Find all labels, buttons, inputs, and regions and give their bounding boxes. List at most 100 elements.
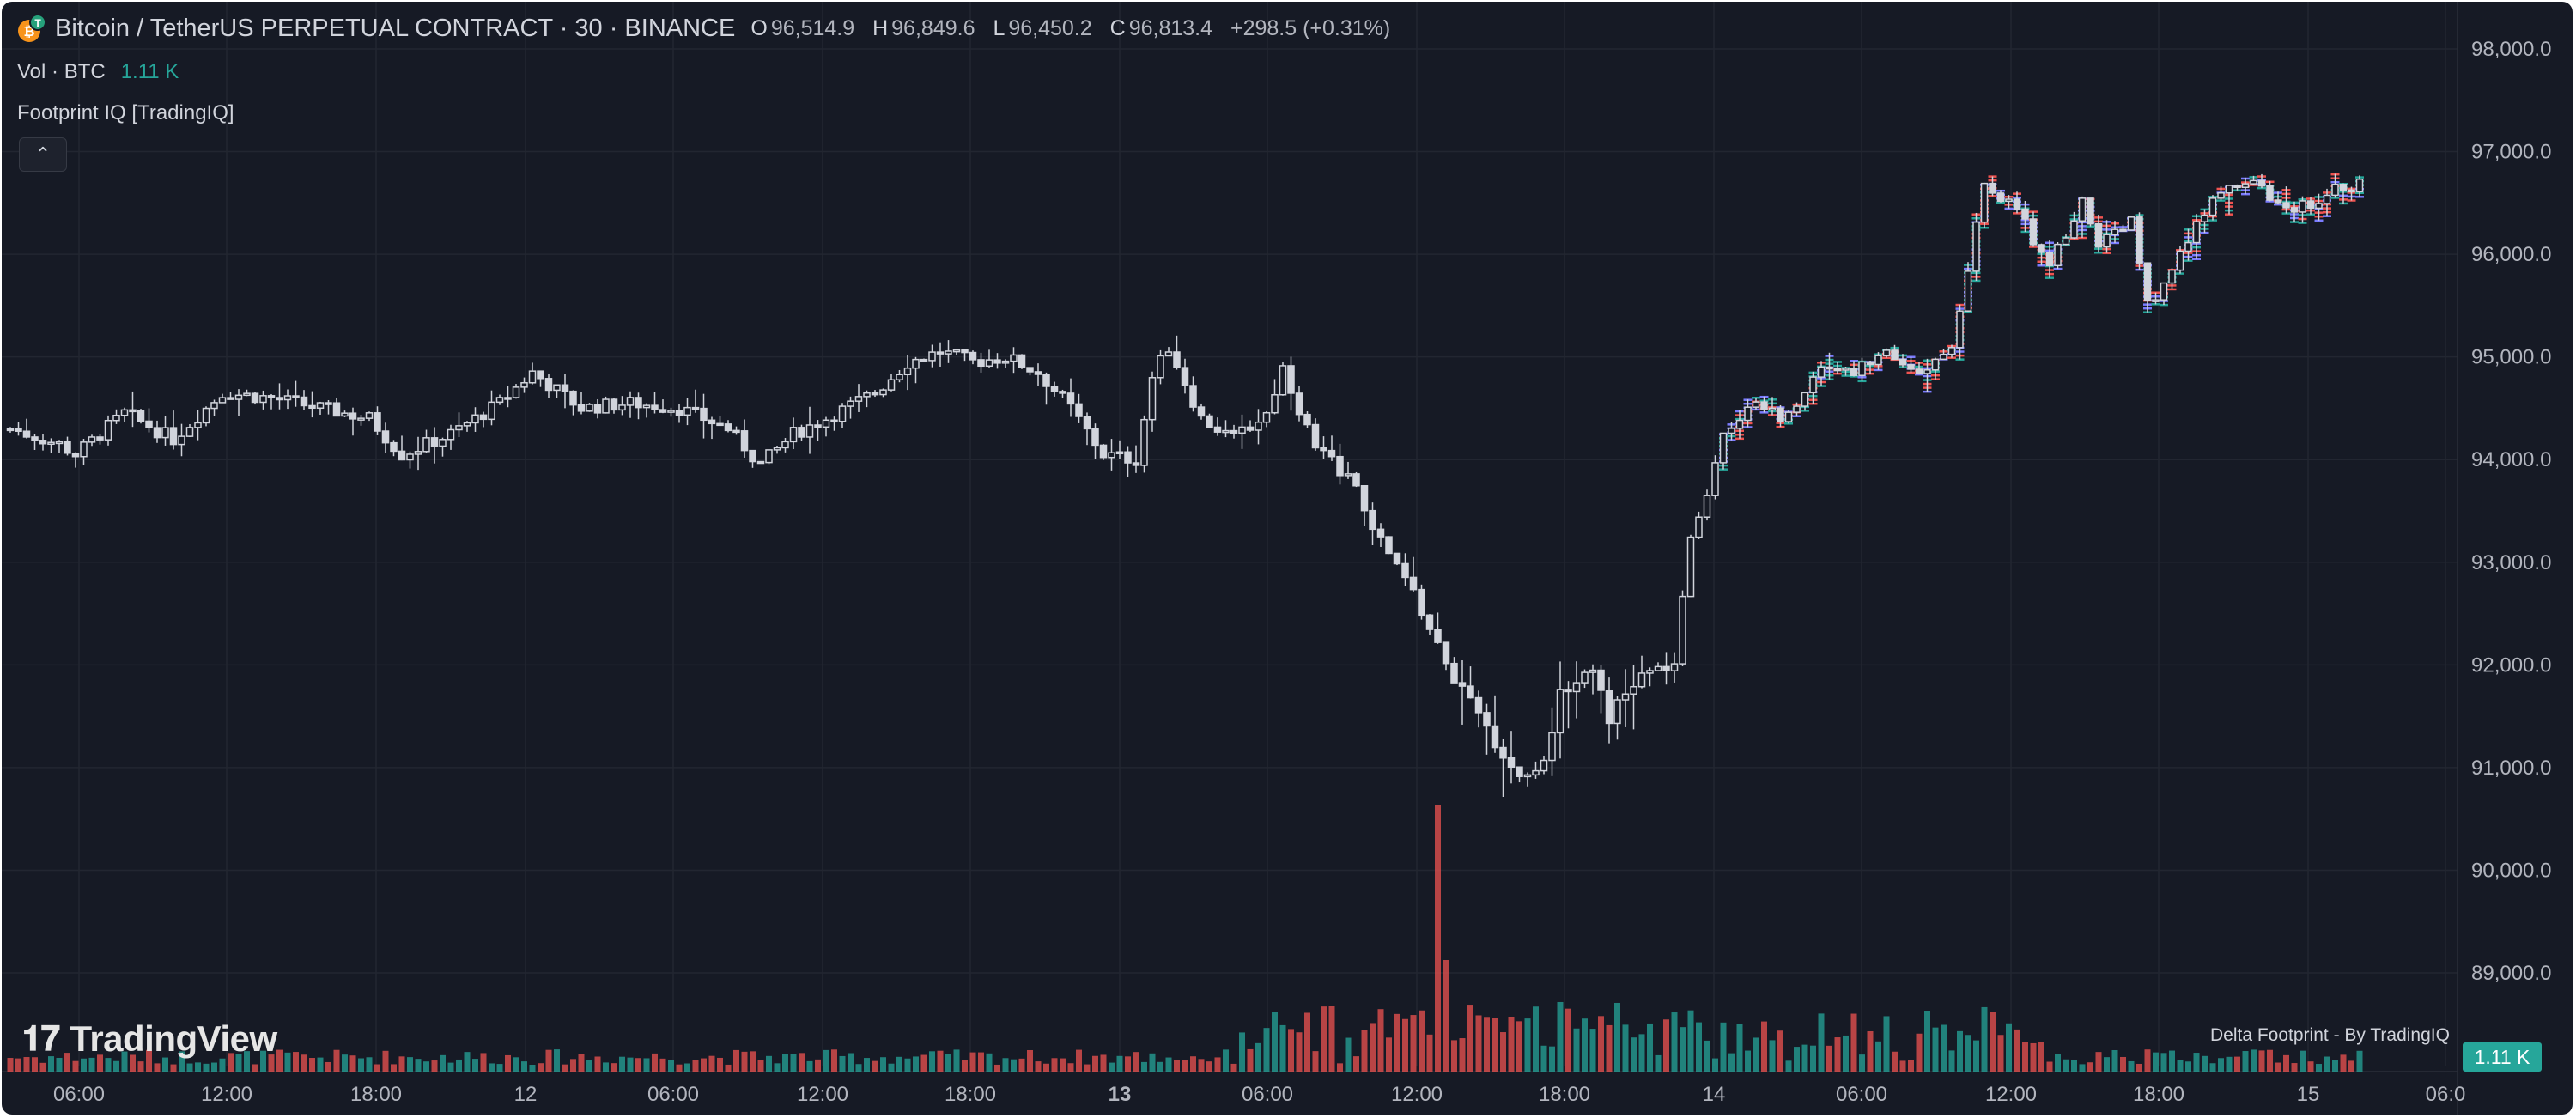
volume-bar bbox=[929, 1051, 935, 1072]
candle-body bbox=[1679, 595, 1686, 665]
candle-body bbox=[1164, 351, 1173, 357]
candle-body bbox=[430, 437, 439, 447]
volume-bar bbox=[750, 1051, 756, 1072]
volume-bar bbox=[799, 1053, 805, 1072]
candle-body bbox=[724, 423, 732, 432]
candle-body bbox=[749, 449, 756, 463]
candle-body bbox=[1891, 349, 1899, 361]
candle-body bbox=[716, 422, 724, 427]
candle-body bbox=[47, 441, 55, 445]
time-tick-label: 12:00 bbox=[1391, 1083, 1443, 1106]
candle-body bbox=[969, 351, 977, 361]
candle-body bbox=[1279, 365, 1287, 396]
volume-bar bbox=[195, 1062, 201, 1072]
volume-bar bbox=[2153, 1052, 2159, 1072]
volume-bar bbox=[684, 1063, 690, 1072]
volume-bar bbox=[1720, 1022, 1727, 1072]
candle-body bbox=[1181, 367, 1189, 386]
volume-bar bbox=[39, 1062, 46, 1072]
volume-bar bbox=[1769, 1040, 1776, 1072]
candle-body bbox=[1491, 725, 1499, 749]
candle-body bbox=[1777, 407, 1784, 422]
volume-bar bbox=[692, 1060, 699, 1072]
time-tick-label: 18:00 bbox=[2133, 1083, 2184, 1106]
candle-body bbox=[936, 351, 945, 355]
volume-bar bbox=[913, 1056, 919, 1072]
high-value: H 96,849.6 bbox=[872, 15, 975, 40]
volume-bar bbox=[154, 1063, 161, 1072]
candle-body bbox=[2315, 203, 2323, 210]
volume-bar bbox=[880, 1057, 886, 1072]
candle-body bbox=[406, 453, 414, 461]
volume-bar bbox=[1451, 1040, 1457, 1072]
price-axis[interactable]: 98,000.0 97,000.0 96,000.0 95,000.0 94,000.0… bbox=[2471, 38, 2551, 985]
volume-bar bbox=[1174, 1060, 1180, 1072]
tradingview-logo[interactable]: 𝟏𝟕 TradingView bbox=[22, 1018, 277, 1060]
candle-body bbox=[357, 417, 365, 421]
candle-body bbox=[642, 404, 651, 409]
volume-bar bbox=[252, 1064, 258, 1072]
candle-body bbox=[1360, 485, 1369, 512]
volume-bar bbox=[1272, 1012, 1278, 1072]
volume-bar bbox=[945, 1054, 951, 1072]
candle-body bbox=[1352, 473, 1360, 487]
volume-bar bbox=[15, 1058, 21, 1072]
candle-body bbox=[1327, 449, 1336, 458]
candle-body bbox=[1507, 757, 1516, 769]
indicator-legend[interactable]: Footprint IQ [TradingIQ] bbox=[17, 101, 234, 125]
candle-body bbox=[495, 397, 504, 404]
time-tick-label: 12:00 bbox=[797, 1083, 848, 1106]
volume-bar bbox=[1500, 1032, 1506, 1072]
candle-body bbox=[1010, 354, 1018, 362]
candle-body bbox=[2348, 189, 2355, 193]
volume-bar bbox=[130, 1054, 136, 1072]
volume-bar bbox=[1606, 1024, 1613, 1072]
candle-body bbox=[1376, 528, 1385, 538]
candle-body bbox=[1523, 774, 1532, 778]
volume-bar bbox=[1060, 1058, 1066, 1072]
volume-bar bbox=[978, 1052, 984, 1072]
volume-bar bbox=[219, 1058, 226, 1072]
candle-body bbox=[2241, 183, 2250, 188]
volume-bar bbox=[831, 1049, 837, 1072]
candle-body bbox=[504, 397, 512, 400]
candle-body bbox=[2217, 192, 2225, 199]
candle-body bbox=[1189, 385, 1197, 408]
volume-bar bbox=[407, 1057, 413, 1072]
time-axis[interactable]: 06:00 12:00 18:00 12 06:00 12:00 18:00 13 06:00 1… bbox=[53, 1083, 2465, 1106]
volume-bar bbox=[1573, 1028, 1580, 1072]
volume-legend[interactable]: Vol · BTC 1.11 K bbox=[17, 60, 179, 84]
candle-body bbox=[1882, 349, 1891, 356]
candle-body bbox=[1572, 682, 1581, 693]
candle-body bbox=[1083, 416, 1091, 430]
candle-body bbox=[2282, 202, 2290, 209]
candle-body bbox=[2176, 250, 2184, 271]
candle-body bbox=[1907, 364, 1915, 370]
volume-bar bbox=[317, 1057, 324, 1072]
volume-bar bbox=[23, 1057, 30, 1072]
time-tick-label: 12:00 bbox=[201, 1083, 252, 1106]
candle-body bbox=[2062, 237, 2070, 246]
candle-body bbox=[700, 407, 708, 422]
volume-bar bbox=[1484, 1017, 1490, 1072]
candle-body bbox=[234, 394, 243, 400]
time-tick-label: 06:00 bbox=[1836, 1083, 1887, 1106]
candle-body bbox=[1303, 413, 1311, 426]
volume-bar bbox=[872, 1060, 878, 1072]
candle-body bbox=[2184, 241, 2192, 252]
candle-body bbox=[1099, 444, 1108, 459]
candle-body bbox=[659, 409, 667, 413]
candle-body bbox=[300, 396, 308, 407]
bitcoin-tether-icon[interactable]: ₿ T bbox=[17, 14, 46, 43]
volume-bar bbox=[431, 1060, 438, 1072]
symbol-title[interactable]: Bitcoin / TetherUS PERPETUAL CONTRACT · … bbox=[55, 14, 736, 42]
candle-body bbox=[471, 414, 479, 424]
volume-bar bbox=[415, 1059, 422, 1072]
candle-body bbox=[2290, 207, 2299, 213]
candle-body bbox=[1458, 682, 1467, 687]
candle-body bbox=[1320, 447, 1327, 452]
candle-body bbox=[1467, 685, 1474, 699]
collapse-legend-button[interactable]: ⌃ bbox=[19, 137, 67, 172]
volume-bar bbox=[1916, 1033, 1923, 1072]
